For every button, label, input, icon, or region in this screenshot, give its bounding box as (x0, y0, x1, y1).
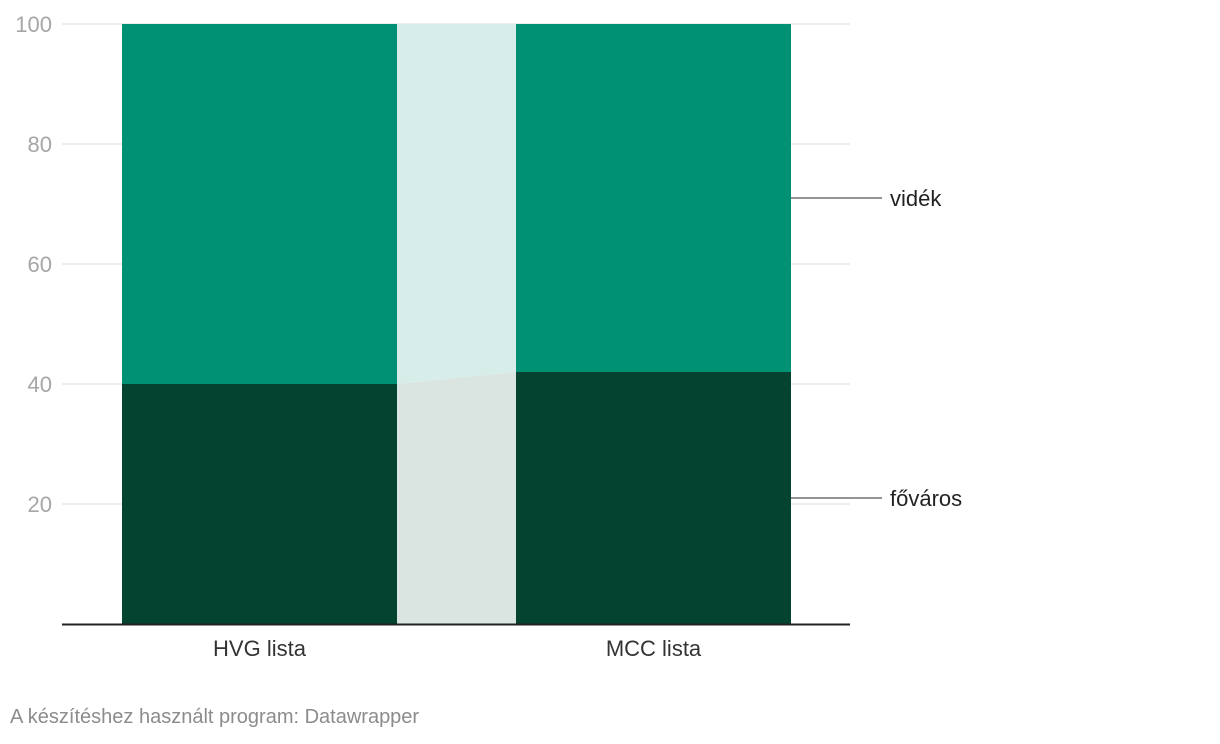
y-tick-label-60: 60 (28, 252, 52, 277)
bar-segment-1-1 (516, 24, 791, 372)
bar-segment-0-0 (122, 384, 397, 624)
stacked-bar-chart: 20 40 60 80 100 HVG lista MCC lista főváros vi… (15, 12, 962, 661)
connector-layer (397, 24, 516, 624)
y-tick-label-80: 80 (28, 132, 52, 157)
connector-upper-0 (397, 24, 516, 384)
x-tick-label-1: MCC lista (606, 636, 702, 661)
bar-layer (122, 24, 791, 624)
label-layer: főváros vidék (791, 186, 962, 511)
series-label-1: vidék (890, 186, 942, 211)
x-tick-label-0: HVG lista (213, 636, 307, 661)
series-label-0: főváros (890, 486, 962, 511)
bar-segment-0-1 (122, 24, 397, 384)
y-tick-label-100: 100 (15, 12, 52, 37)
footer-credit: A készítéshez használt program: Datawrap… (10, 706, 420, 728)
axis-layer: HVG lista MCC lista (62, 623, 850, 661)
chart-svg: 20 40 60 80 100 HVG lista MCC lista főváros vi… (15, 12, 962, 661)
y-tick-label-20: 20 (28, 492, 52, 517)
y-tick-label-40: 40 (28, 372, 52, 397)
bar-segment-1-0 (516, 372, 791, 624)
connector-lower-0 (397, 372, 516, 624)
